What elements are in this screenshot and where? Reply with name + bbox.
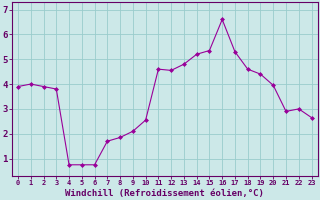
X-axis label: Windchill (Refroidissement éolien,°C): Windchill (Refroidissement éolien,°C) xyxy=(65,189,264,198)
